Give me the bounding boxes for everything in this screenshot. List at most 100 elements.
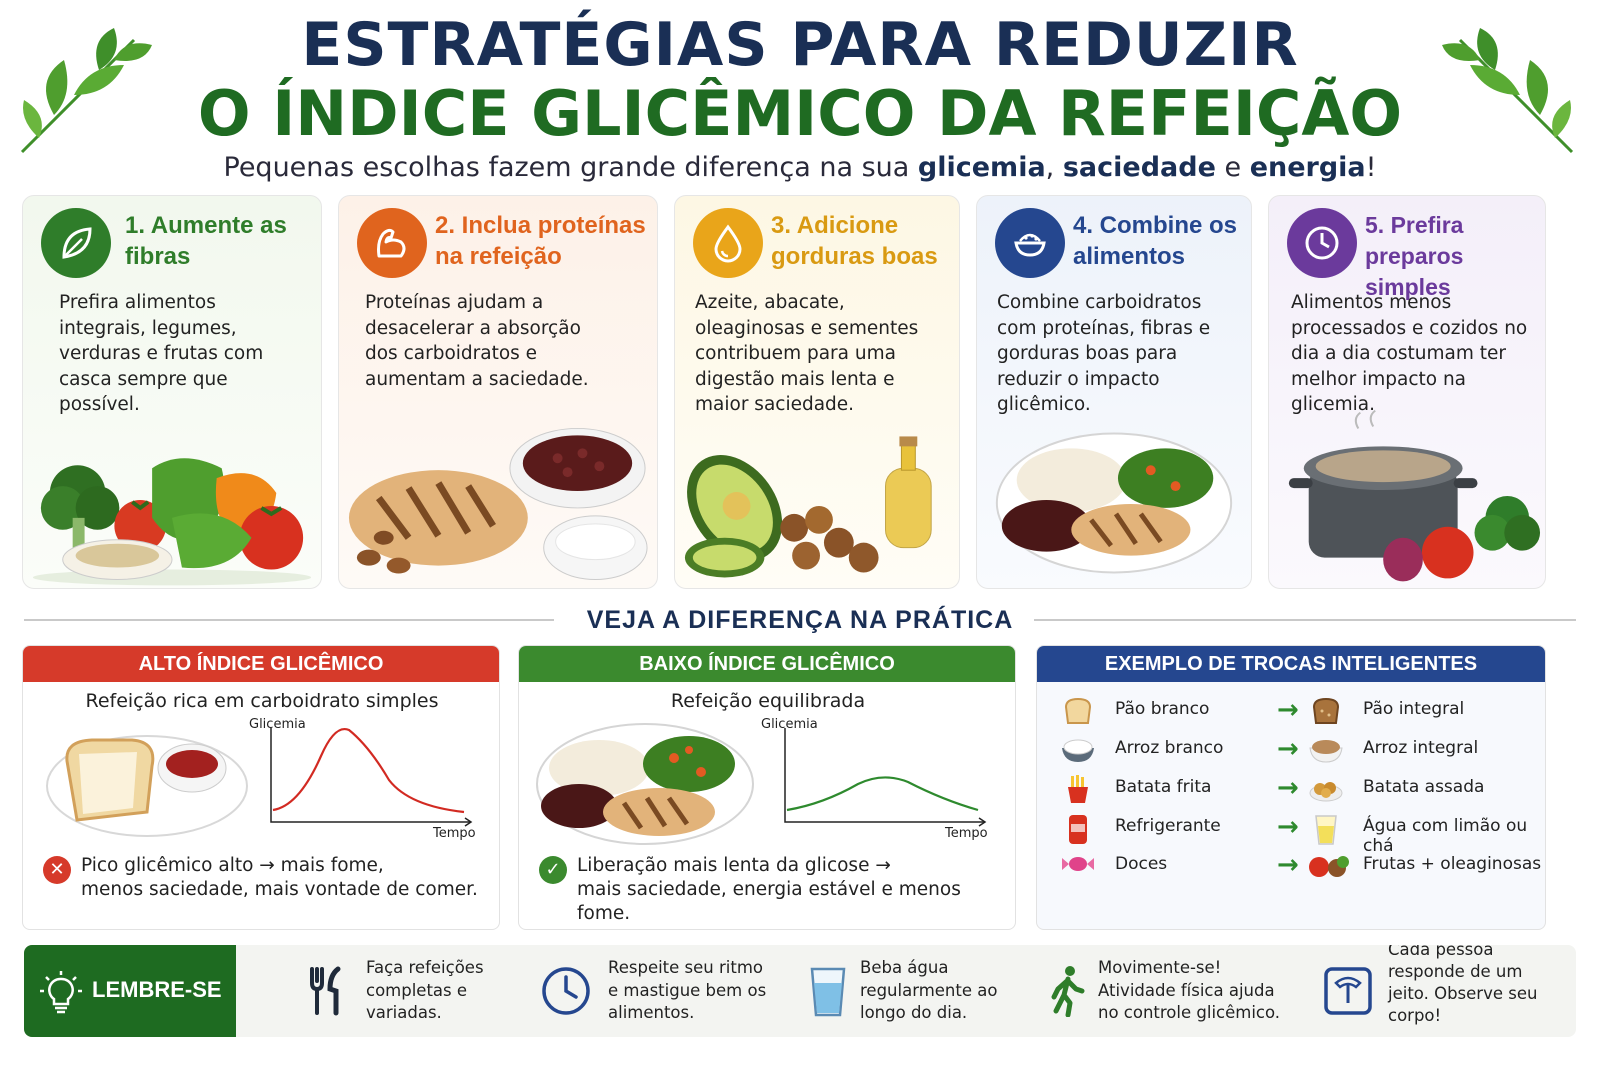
card-title: 4. Combine os alimentos [1073,212,1238,270]
result-line-1: Pico glicêmico alto → mais fome, [81,855,384,876]
rice-icon [1059,734,1097,766]
header: ESTRATÉGIAS PARA REDUZIR O ÍNDICE GLICÊM… [0,0,1600,195]
swap-to: Água com limão ou chá [1363,816,1528,856]
water-glass-icon [810,967,846,1017]
swap-row: Doces → Frutas + oleaginosas [1059,848,1545,884]
brown-rice-icon [1307,734,1345,766]
card-title: 1. Aumente as fibras [125,212,287,270]
tip-text: Faça refeições completas e variadas. [366,958,484,1022]
balanced-meal-plate-illustration [536,723,754,845]
result-line-1: Liberação mais lenta da glicose → [577,855,891,876]
whole-bread-icon [1307,695,1345,727]
remember-bar: LEMBRE-SE Faça refeições completas e var… [24,945,1576,1037]
card-title: 2. Inclua proteínas na refeição [435,212,646,270]
check-icon: ✓ [539,856,567,884]
avocado-nuts-olive-oil-illustration [684,436,932,578]
result-line-2: mais saciedade, energia estável e menos … [577,879,961,924]
fork-knife-icon [310,966,341,1016]
swap-row: Arroz branco → Arroz integral [1059,732,1545,768]
swap-from: Arroz branco [1115,738,1224,758]
card-text: Proteínas ajudam a desacelerar a absorçã… [365,292,589,390]
strategy-card-fats: 3. Adicione gorduras boas Azeite, abacat… [674,195,960,589]
leaf-icon [41,208,111,278]
leaves-decoration-right-icon [1442,28,1574,154]
lightbulb-icon [40,971,82,1014]
high-gi-panel: ALTO ÍNDICE GLICÊMICO Refeição rica em c… [22,645,500,930]
x-axis-label: Tempo [433,826,476,841]
low-glucose-curve-chart [784,728,987,827]
fruit-nuts-icon [1307,850,1349,882]
remember-tag: LEMBRE-SE [24,945,236,1037]
swap-from: Pão branco [1115,699,1210,719]
swap-from: Doces [1115,854,1168,874]
low-gi-result: ✓ Liberação mais lenta da glicose → mais… [539,854,1009,926]
panel-header: BAIXO ÍNDICE GLICÊMICO [519,646,1015,682]
arrow-right-icon: → [1277,734,1299,764]
swap-from: Refrigerante [1115,816,1221,836]
strategy-card-combine: 4. Combine os alimentos Combine carboidr… [976,195,1252,589]
lemon-water-icon [1307,812,1345,845]
tip-text: Respeite seu ritmo e mastigue bem os ali… [608,958,767,1022]
card-text: Alimentos menos processados e cozidos no… [1291,292,1528,415]
tip-text: Beba água regularmente ao longo do dia. [860,958,998,1022]
baked-potato-icon [1307,773,1345,805]
scale-icon [1324,967,1372,1015]
swap-to: Batata assada [1363,777,1485,797]
title-line-2: O ÍNDICE GLICÊMICO DA REFEIÇÃO [197,77,1403,150]
fries-icon [1059,773,1097,805]
section-title: VEJA A DIFERENÇA NA PRÁTICA [586,606,1014,634]
candy-icon [1059,850,1097,882]
panel-header: ALTO ÍNDICE GLICÊMICO [23,646,499,682]
card-text: Combine carboidratos com proteínas, fibr… [997,292,1211,415]
title-line-1: ESTRATÉGIAS PARA REDUZIR [301,10,1299,80]
drop-icon [693,208,763,278]
panel-subtitle: Refeição equilibrada [670,690,866,712]
balanced-plate-illustration [995,432,1233,574]
card-text: Prefira alimentos integrais, legumes, ve… [59,292,264,415]
subtitle: Pequenas escolhas fazem grande diferença… [223,152,1377,183]
arrow-right-icon: → [1277,850,1299,880]
result-line-2: menos saciedade, mais vontade de comer. [81,879,478,900]
swap-to: Frutas + oleaginosas [1363,854,1542,874]
x-axis-label: Tempo [945,826,988,841]
high-glucose-curve-chart [270,727,473,827]
card-title: 5. Prefira preparos simples [1365,212,1464,300]
arrow-right-icon: → [1277,773,1299,803]
cooking-pot-vegetables-illustration [1288,409,1541,582]
card-text: Azeite, abacate, oleaginosas e sementes … [695,292,919,415]
arrow-right-icon: → [1277,695,1299,725]
low-gi-panel: BAIXO ÍNDICE GLICÊMICO Refeição equilibr… [518,645,1016,930]
arrow-right-icon: → [1277,812,1299,842]
x-icon: ✕ [43,856,71,884]
walking-icon [1051,966,1085,1017]
white-bread-jam-plate-illustration [46,735,248,837]
swap-to: Arroz integral [1363,738,1479,758]
tip-text: Movimente-se! Atividade física ajuda no … [1098,958,1281,1022]
clock-icon [542,967,590,1015]
section-divider [24,606,1576,636]
section-title-wrap: VEJA A DIFERENÇA NA PRÁTICA [0,606,1600,636]
swap-row: Batata frita → Batata assada [1059,771,1545,807]
swap-from: Batata frita [1115,777,1212,797]
y-axis-label: Glicemia [249,717,306,732]
panel-header: EXEMPLO DE TROCAS INTELIGENTES [1037,646,1545,682]
muscle-icon [357,208,427,278]
high-gi-result: ✕ Pico glicêmico alto → mais fome, menos… [43,854,499,902]
clock-icon [1287,208,1357,278]
soda-icon [1059,812,1097,844]
swap-to: Pão integral [1363,699,1465,719]
tip-text: Cada pessoa responde de um jeito. Observ… [1388,945,1538,1025]
y-axis-label: Glicemia [761,717,818,732]
strategy-card-fibers: 1. Aumente as fibras Prefira alimentos i… [22,195,322,589]
bowl-icon [995,208,1065,278]
chicken-beans-illustration [348,427,648,580]
card-title: 3. Adicione gorduras boas [771,212,938,270]
panel-subtitle: Refeição rica em carboidrato simples [85,690,439,712]
smart-swaps-panel: EXEMPLO DE TROCAS INTELIGENTES Pão branc… [1036,645,1546,930]
bread-icon [1059,695,1097,727]
strategy-card-proteins: 2. Inclua proteínas na refeição Proteína… [338,195,658,589]
strategy-card-simple-preparations: 5. Prefira preparos simples Alimentos me… [1268,195,1546,589]
remember-label: LEMBRE-SE [92,977,222,1002]
vegetables-illustration [32,458,312,586]
leaves-decoration-left-icon [20,28,152,154]
